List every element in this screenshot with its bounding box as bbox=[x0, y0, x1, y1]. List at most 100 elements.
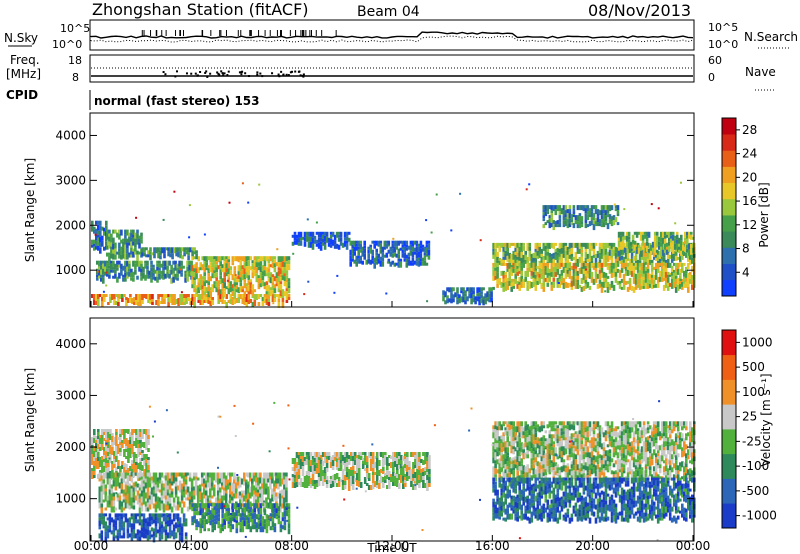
range-cell bbox=[526, 284, 529, 291]
range-cell bbox=[106, 245, 109, 250]
range-cell bbox=[231, 516, 235, 522]
range-cell bbox=[229, 266, 233, 271]
range-cell bbox=[285, 479, 288, 483]
range-cell bbox=[343, 463, 347, 468]
range-cell bbox=[126, 493, 130, 500]
range-cell bbox=[213, 503, 216, 507]
range-cell bbox=[626, 286, 630, 292]
range-cell bbox=[245, 286, 249, 293]
range-cell bbox=[576, 224, 580, 229]
range-cell bbox=[512, 463, 515, 468]
range-cell bbox=[124, 472, 128, 479]
range-cell bbox=[313, 452, 317, 458]
range-cell bbox=[281, 267, 285, 271]
range-cell bbox=[150, 527, 154, 532]
range-cell bbox=[604, 272, 608, 278]
range-cell bbox=[174, 477, 178, 482]
range-cell bbox=[526, 245, 529, 251]
range-cell bbox=[548, 268, 552, 273]
range-cell bbox=[204, 490, 208, 496]
range-cell bbox=[530, 431, 534, 437]
nave-point bbox=[302, 75, 305, 78]
range-cell bbox=[93, 294, 96, 300]
range-cell bbox=[502, 442, 505, 448]
range-cell bbox=[616, 260, 620, 267]
range-cell bbox=[136, 260, 139, 267]
range-cell bbox=[151, 299, 154, 302]
range-cell bbox=[162, 475, 166, 479]
range-cell bbox=[552, 220, 556, 225]
colorbar-tick-label: 4 bbox=[742, 265, 750, 279]
range-cell bbox=[528, 429, 532, 436]
range-cell bbox=[691, 265, 694, 272]
range-cell bbox=[151, 302, 154, 305]
range-cell bbox=[307, 476, 311, 480]
range-cell bbox=[685, 252, 688, 258]
range-cell bbox=[492, 432, 495, 439]
range-cell bbox=[502, 459, 505, 466]
range-cell bbox=[626, 459, 630, 463]
range-cell bbox=[632, 262, 636, 266]
range-cell bbox=[117, 444, 120, 450]
range-cell bbox=[367, 246, 370, 250]
range-cell bbox=[512, 460, 515, 464]
range-cell bbox=[108, 478, 112, 485]
range-cell bbox=[584, 421, 588, 428]
range-cell bbox=[596, 283, 600, 289]
range-cell bbox=[610, 205, 614, 211]
range-cell bbox=[472, 294, 475, 298]
range-cell bbox=[220, 495, 224, 502]
range-cell bbox=[502, 286, 505, 292]
range-cell bbox=[227, 479, 230, 484]
range-cell bbox=[542, 444, 546, 448]
range-cell bbox=[132, 505, 136, 510]
range-cell bbox=[223, 261, 226, 267]
range-cell bbox=[401, 253, 405, 258]
range-cell bbox=[550, 281, 554, 285]
range-cell bbox=[367, 473, 371, 478]
range-cell bbox=[594, 253, 598, 258]
range-cell bbox=[293, 458, 297, 464]
nave-point bbox=[302, 73, 305, 76]
range-cell bbox=[102, 260, 105, 264]
range-cell bbox=[552, 205, 556, 212]
range-cell bbox=[378, 480, 381, 483]
range-cell bbox=[249, 486, 252, 493]
range-cell bbox=[271, 274, 275, 278]
range-cell bbox=[556, 262, 560, 269]
range-cell bbox=[534, 248, 538, 252]
range-cell bbox=[658, 276, 662, 282]
range-cell bbox=[194, 472, 198, 477]
range-cell bbox=[273, 526, 277, 533]
range-cell bbox=[522, 435, 525, 439]
range-cell bbox=[390, 474, 393, 477]
range-cell bbox=[375, 452, 379, 458]
range-cell bbox=[656, 262, 660, 269]
range-cell bbox=[542, 218, 546, 222]
range-cell bbox=[135, 435, 138, 438]
range-cell bbox=[600, 272, 604, 278]
range-cell bbox=[251, 472, 254, 479]
range-cell bbox=[303, 461, 307, 465]
range-cell bbox=[424, 452, 427, 458]
range-cell bbox=[375, 255, 378, 262]
range-cell bbox=[528, 262, 532, 267]
range-cell bbox=[221, 513, 224, 519]
range-cell bbox=[684, 237, 687, 241]
range-cell bbox=[146, 269, 149, 275]
range-cell bbox=[158, 504, 162, 511]
range-cell bbox=[225, 302, 228, 308]
range-cell bbox=[295, 468, 299, 472]
range-cell bbox=[220, 485, 224, 490]
range-cell bbox=[392, 459, 395, 462]
range-cell bbox=[255, 499, 258, 505]
range-cell bbox=[610, 257, 614, 264]
range-cell bbox=[390, 462, 393, 468]
range-cell bbox=[301, 456, 305, 462]
range-cell bbox=[588, 257, 592, 262]
range-cell bbox=[291, 241, 295, 246]
range-cell bbox=[663, 243, 667, 250]
range-cell bbox=[689, 259, 692, 265]
range-cell bbox=[253, 508, 257, 513]
range-cell bbox=[584, 452, 588, 458]
